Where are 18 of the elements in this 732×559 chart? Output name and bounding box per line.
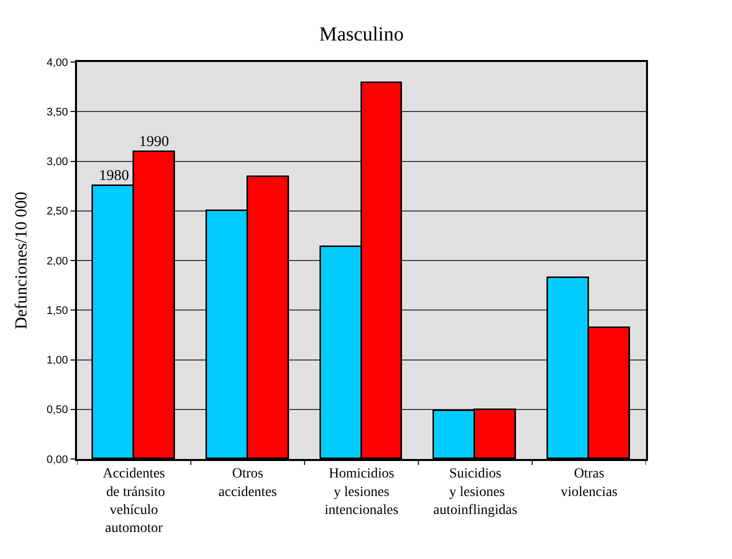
y-tick-label: 2,00 (46, 255, 68, 268)
x-tick-label: Accidentes de tránsito vehículo automotor (102, 466, 166, 536)
x-tick-label: Suicidios y lesiones autoinflingidas (433, 466, 518, 518)
y-tick-label: 0,00 (46, 454, 68, 466)
y-tick-label: 2,50 (46, 206, 68, 218)
x-tick-label: Otros accidentes (218, 466, 277, 500)
y-axis-title: Defunciones/10 000 (12, 192, 31, 330)
chart-title: Masculino (319, 24, 404, 46)
y-tick-label: 3,50 (46, 106, 68, 118)
y-tick-label: 3,00 (46, 156, 68, 168)
y-tick-label: 4,00 (46, 56, 68, 69)
y-tick-label: 0,50 (46, 404, 68, 416)
x-tick-label: Otras violencias (560, 466, 618, 500)
y-tick-label: 1,50 (46, 304, 68, 317)
x-tick-label: Homicidios y lesiones intencionales (324, 466, 398, 518)
y-tick-label: 1,00 (46, 354, 68, 367)
series-label: 1990 (139, 134, 169, 150)
series-label: 1980 (99, 168, 129, 184)
